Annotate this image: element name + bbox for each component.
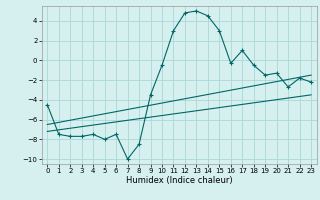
X-axis label: Humidex (Indice chaleur): Humidex (Indice chaleur) — [126, 176, 233, 185]
